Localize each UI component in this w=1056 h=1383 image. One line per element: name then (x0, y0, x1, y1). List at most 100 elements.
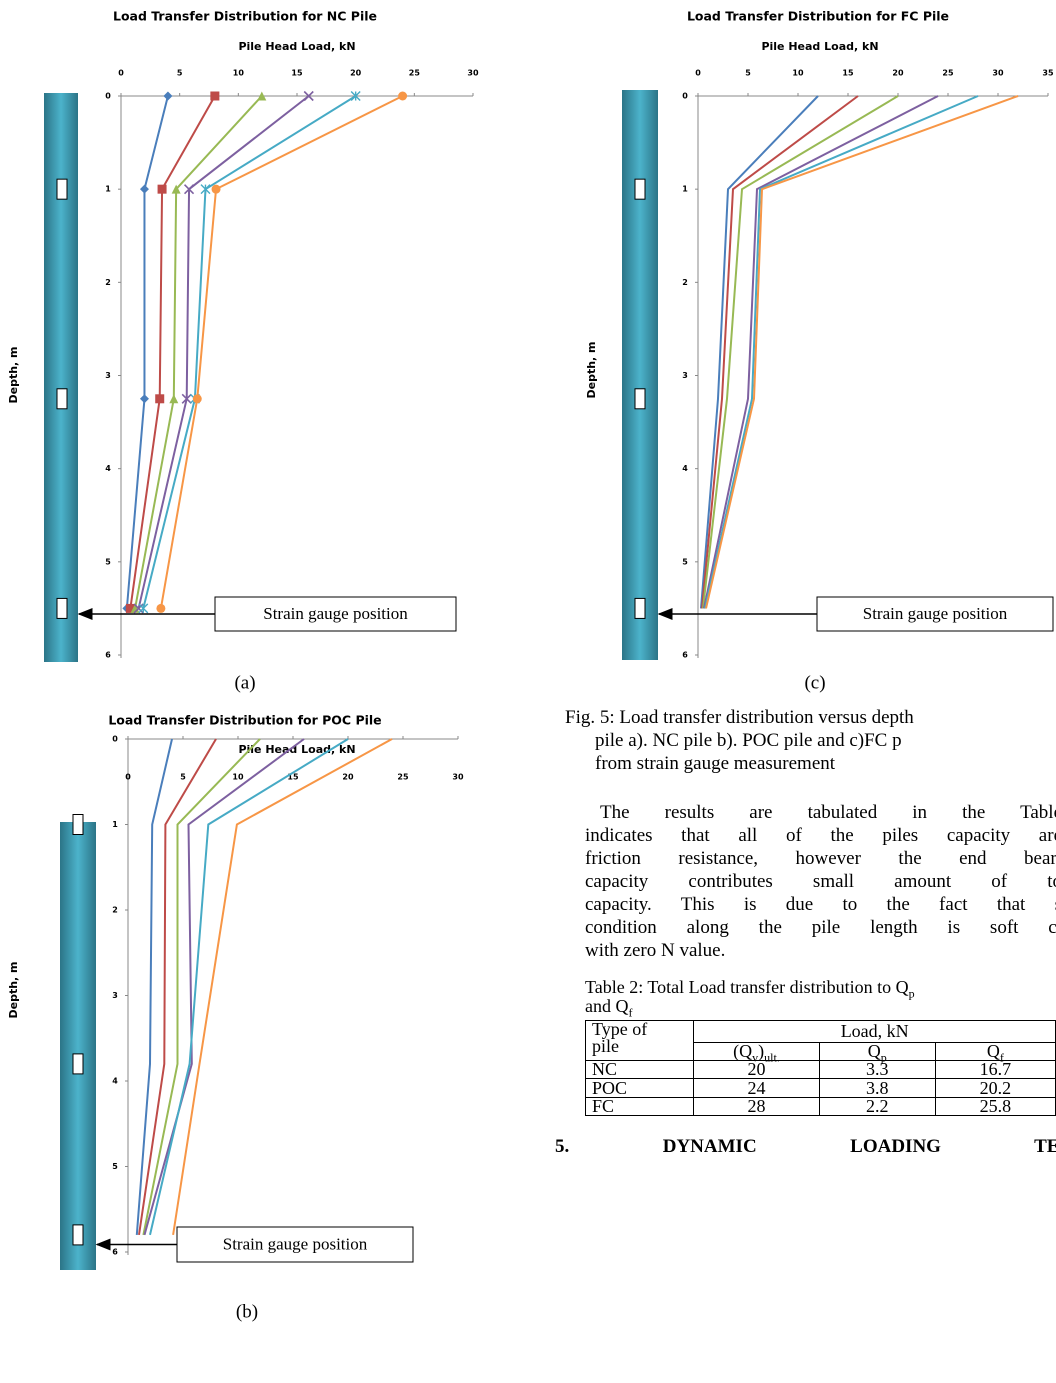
marker (398, 92, 407, 101)
y-tick-label: 3 (105, 371, 111, 380)
y-axis-label: Depth, m (7, 346, 20, 403)
y-tick-label: 2 (105, 278, 111, 287)
header-cell: (Qv)ult. (694, 1043, 819, 1061)
page: Load Transfer Distribution for NC Pile Pi… (0, 0, 1056, 1383)
x-tick-label: 30 (452, 773, 464, 782)
table-caption: Table 2: Total Load transfer distributio… (585, 978, 915, 997)
table-cell: 20.2 (935, 1079, 1055, 1098)
marker (210, 92, 219, 101)
table-cell: 2.2 (819, 1098, 935, 1116)
series-line (173, 739, 392, 1235)
series-line (143, 739, 260, 1235)
x-tick-label: 20 (892, 69, 904, 78)
strain-gauge (635, 389, 645, 409)
paragraph-line: The results are tabulated in the Table (600, 801, 1056, 824)
x-tick-label: 15 (291, 69, 303, 78)
chart-title: Load Transfer Distribution for NC Pile (113, 9, 377, 24)
table-caption-text: and Q (585, 996, 629, 1016)
strain-gauge (635, 598, 645, 618)
y-tick-label: 4 (682, 464, 688, 473)
paragraph-line: with zero N value. (585, 939, 725, 962)
figure-caption: from strain gauge measurement (595, 752, 835, 775)
marker (139, 604, 148, 613)
strain-gauge (73, 815, 83, 835)
marker (156, 604, 165, 613)
x-tick-label: 10 (233, 69, 245, 78)
x-tick-label: 25 (397, 773, 409, 782)
chart: Load Transfer Distribution for FC PilePi… (585, 9, 1054, 694)
marker (163, 92, 172, 101)
x-tick-label: 25 (942, 69, 954, 78)
y-tick-label: 6 (105, 651, 111, 660)
table-cell: 25.8 (935, 1098, 1055, 1116)
strain-gauge (57, 389, 67, 409)
x-tick-label: 5 (745, 69, 751, 78)
table-caption-sub: p (909, 987, 915, 1001)
x-tick-label: 5 (177, 69, 183, 78)
figure-caption: Fig. 5: Load transfer distribution versu… (565, 706, 914, 729)
series-line (705, 96, 978, 608)
y-tick-label: 1 (112, 820, 118, 829)
y-axis-label: Depth, m (7, 961, 20, 1018)
figure-label: (a) (234, 672, 255, 693)
x-tick-label: 0 (125, 773, 131, 782)
x-tick-label: 10 (232, 773, 244, 782)
y-tick-label: 0 (112, 735, 118, 744)
series-line (145, 739, 305, 1235)
x-tick-label: 20 (342, 773, 354, 782)
series-line (135, 96, 262, 608)
x-tick-label: 10 (792, 69, 804, 78)
figure-label: (c) (804, 672, 825, 693)
x-tick-label: 0 (695, 69, 701, 78)
y-tick-label: 4 (105, 464, 111, 473)
pile (622, 90, 658, 660)
paragraph-line: condition along the pile length is soft … (585, 916, 1056, 939)
paragraph-line: capacity. This is due to the fact that s (585, 893, 1056, 916)
table-cell: POC (586, 1079, 694, 1098)
marker (193, 394, 202, 403)
strain-gauge (73, 1225, 83, 1245)
chart: Load Transfer Distribution for NC Pile Pi… (7, 9, 479, 694)
table-caption-text: Table 2: Total Load transfer distributio… (585, 977, 909, 997)
series-line (702, 96, 858, 608)
x-axis-label: Pile Head Load, kN (238, 40, 355, 53)
y-tick-label: 2 (112, 906, 118, 915)
marker (140, 394, 149, 403)
pile (44, 93, 78, 662)
y-tick-label: 5 (682, 557, 688, 566)
table-cell: NC (586, 1061, 694, 1079)
strain-gauge (57, 179, 67, 199)
table-body: NC203.316.7POC243.820.2FC282.225.8 (586, 1061, 1056, 1116)
x-tick-label: 15 (842, 69, 854, 78)
pile (60, 822, 96, 1270)
header-text: (Q (733, 1041, 752, 1061)
series-line (704, 96, 938, 608)
paragraph-line: friction resistance, however the end bea… (585, 847, 1056, 870)
paragraph-line: capacity contributes small amount of to (585, 870, 1056, 893)
header-sub: ult. (764, 1051, 780, 1065)
y-tick-label: 3 (682, 371, 688, 380)
y-tick-label: 6 (682, 651, 688, 660)
strain-gauge (635, 179, 645, 199)
chart-title: Load Transfer Distribution for FC Pile (687, 9, 949, 24)
x-tick-label: 25 (409, 69, 421, 78)
y-tick-label: 2 (682, 278, 688, 287)
callout-text: Strain gauge position (863, 604, 1008, 623)
figure-label: (b) (236, 1301, 258, 1322)
y-tick-label: 6 (112, 1248, 118, 1257)
marker (212, 185, 221, 194)
y-tick-label: 5 (112, 1162, 118, 1171)
table-cell: 16.7 (935, 1061, 1055, 1079)
chart: Load Transfer Distribution for POC PileP… (7, 713, 464, 1323)
y-tick-label: 0 (682, 92, 688, 101)
header-text: Q (868, 1041, 881, 1061)
marker (140, 185, 149, 194)
table-cell: 3.3 (819, 1061, 935, 1079)
header-text: pile (592, 1036, 619, 1056)
chart-title: Load Transfer Distribution for POC Pile (108, 713, 381, 728)
series-line (150, 739, 348, 1235)
